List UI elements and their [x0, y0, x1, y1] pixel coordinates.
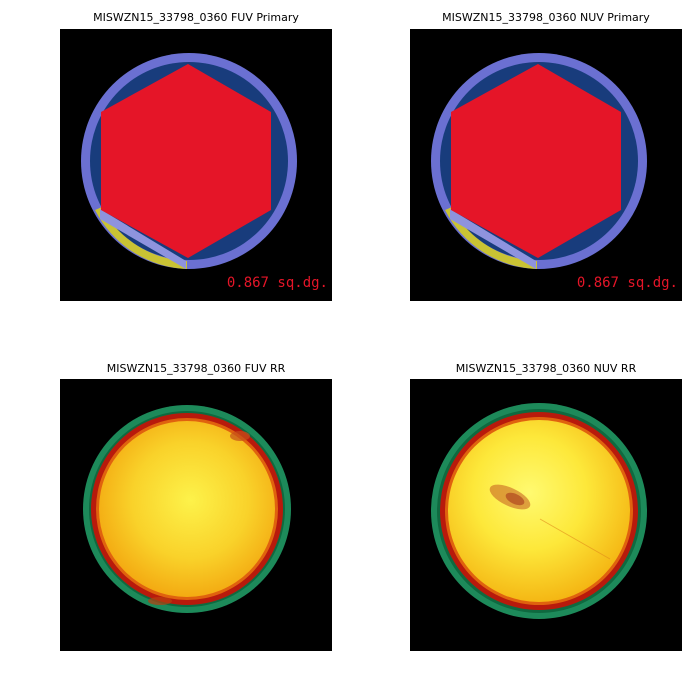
area-label: 0.867 sq.dg.: [576, 275, 678, 291]
panel-title-fuv-primary: MISWZN15_33798_0360 FUV Primary: [93, 11, 299, 24]
fuv-rr-response-map: [83, 405, 291, 613]
dark-patch-bottom: [148, 597, 172, 605]
panel-title-fuv-rr: MISWZN15_33798_0360 FUV RR: [106, 362, 286, 375]
response-disk: [448, 420, 630, 602]
hexagon-footprint: [101, 64, 271, 258]
dark-patch-top: [230, 431, 250, 441]
panel-title-nuv-primary: MISWZN15_33798_0360 NUV Primary: [442, 11, 650, 24]
light-wedge: [450, 209, 536, 269]
response-disk: [99, 421, 275, 597]
light-wedge: [100, 209, 186, 269]
fuv-rr-panel: [60, 379, 332, 651]
nuv-rr-response-map: [431, 403, 647, 619]
nuv-primary-footprint-map: [431, 53, 647, 269]
fuv-primary-footprint-map: [81, 53, 297, 269]
area-label: 0.867 sq.dg.: [226, 275, 328, 291]
panel-title-nuv-rr: MISWZN15_33798_0360 NUV RR: [455, 362, 637, 375]
nuv-primary-panel: 0.867 sq.dg.: [410, 29, 682, 301]
hexagon-footprint: [451, 64, 621, 258]
streak-line: [539, 518, 611, 560]
fuv-primary-panel: 0.867 sq.dg.: [60, 29, 332, 301]
dark-patch-left-inner: [505, 492, 525, 506]
nuv-rr-panel: [410, 379, 682, 651]
